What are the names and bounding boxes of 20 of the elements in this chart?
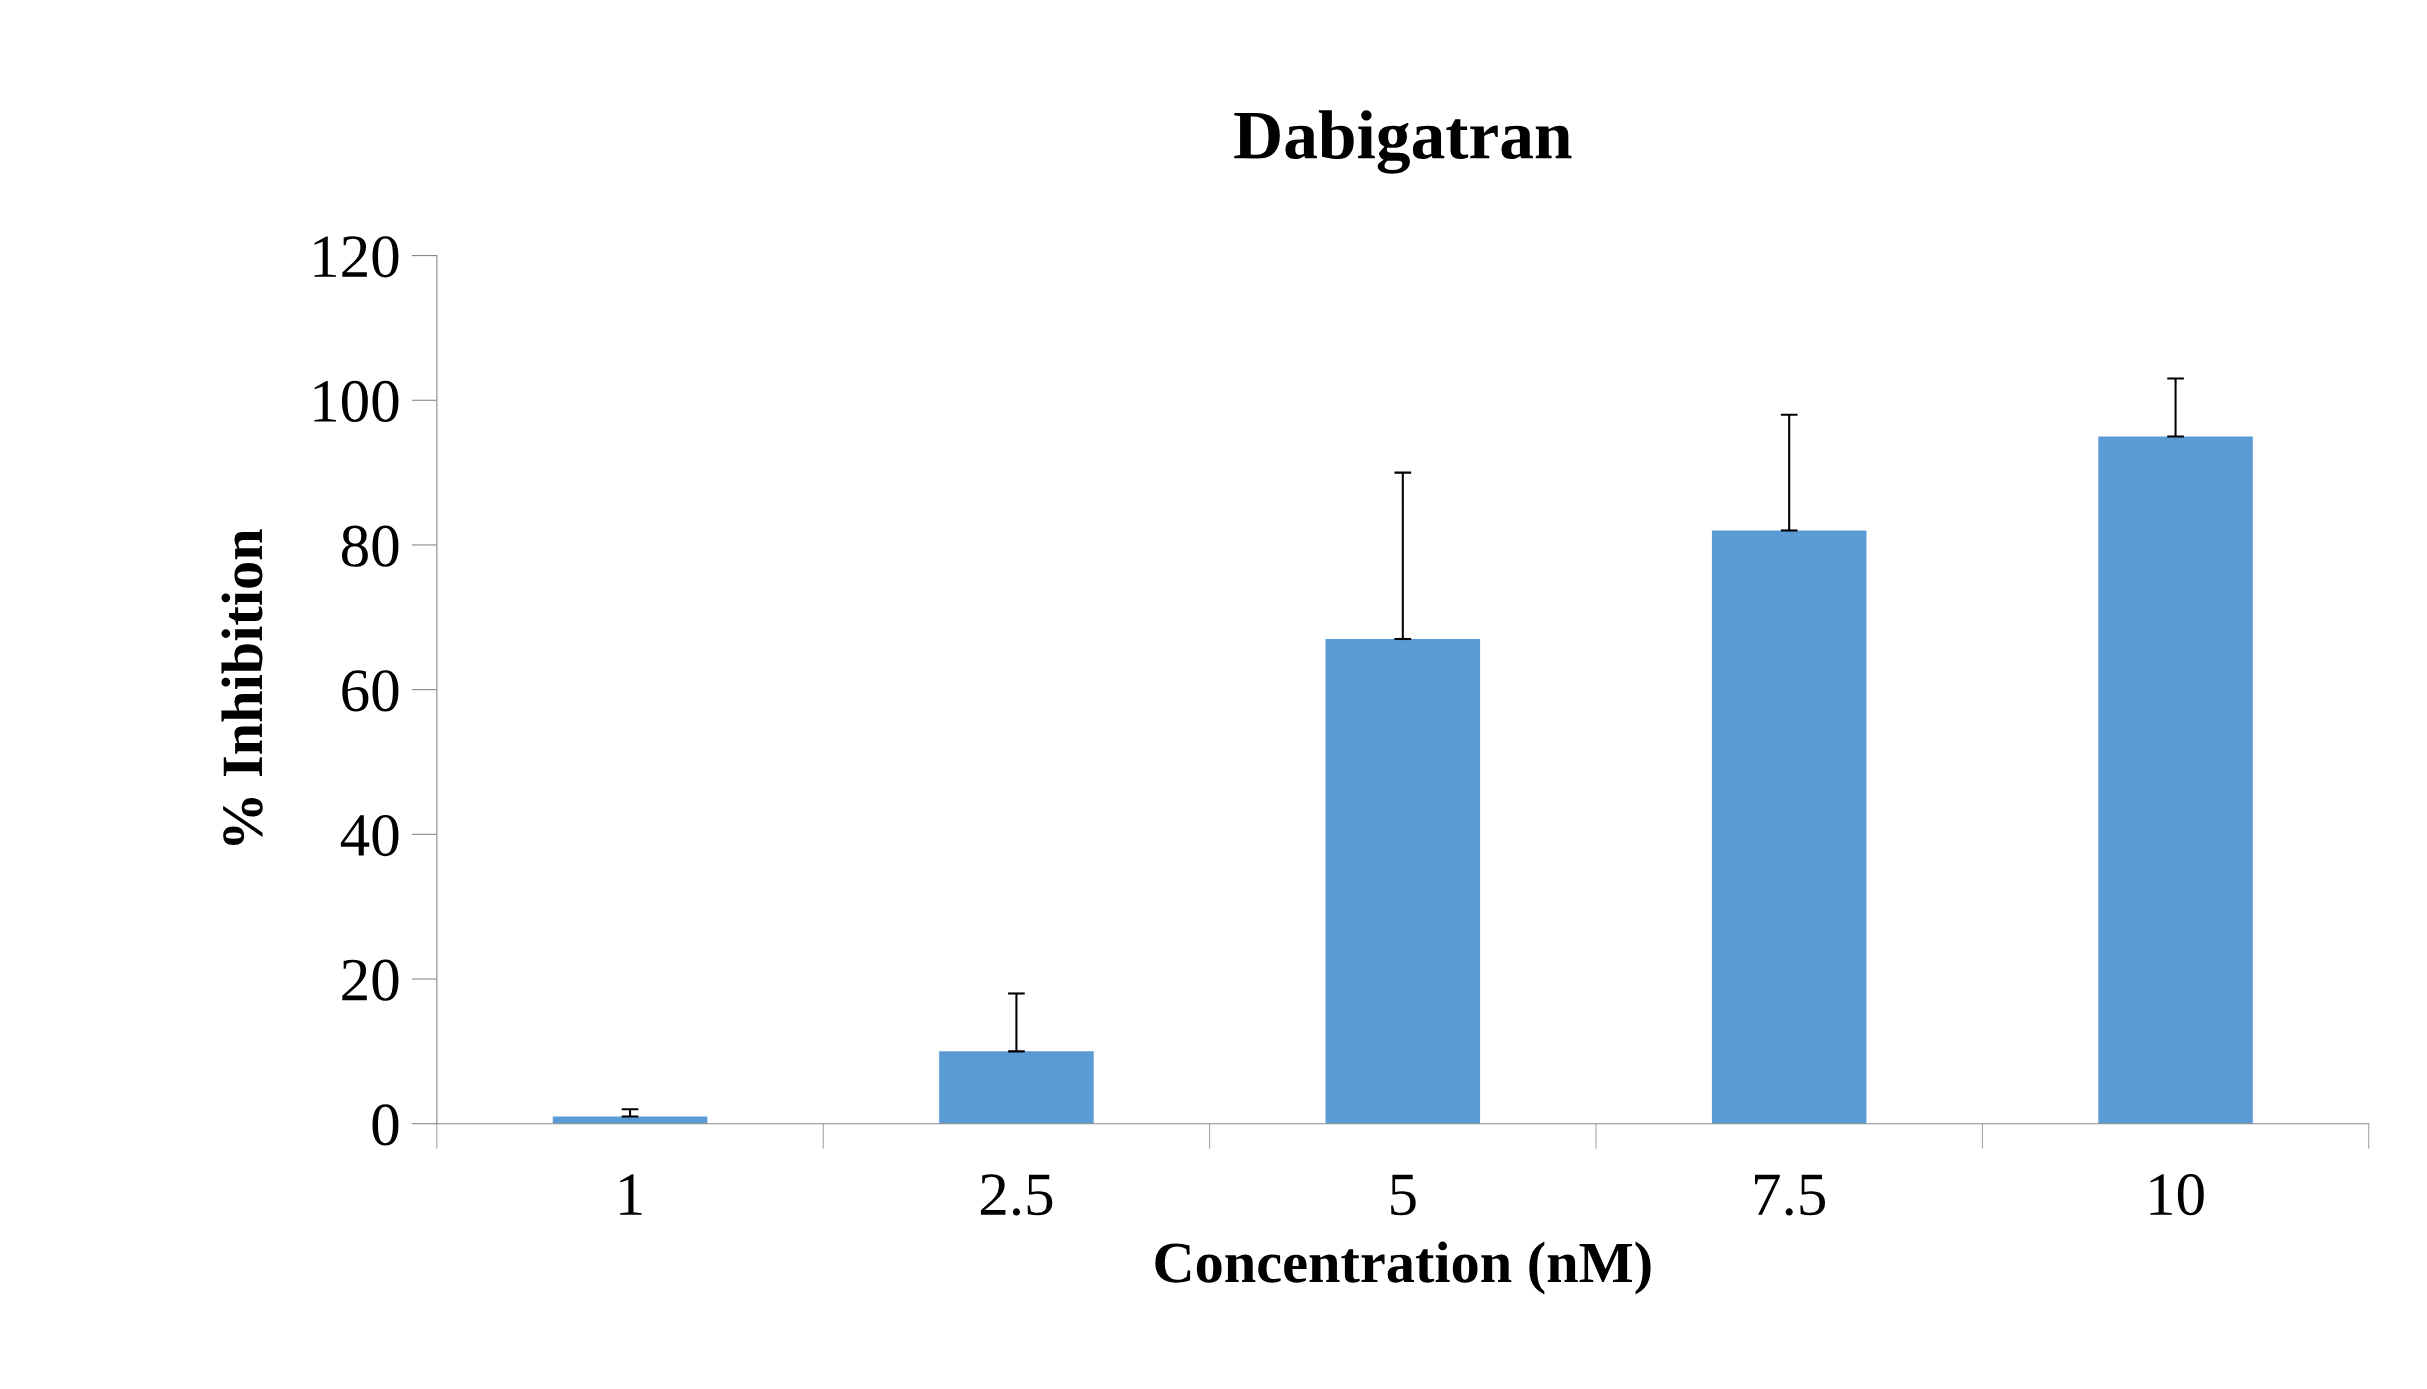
y-tick-label: 20	[342, 959, 399, 1001]
y-tick-label: 100	[314, 380, 399, 423]
y-axis-title: % Inhibition	[221, 529, 263, 845]
bar	[939, 1051, 1094, 1124]
x-tick-label: 1	[620, 1174, 642, 1215]
x-tick-label: 5	[1391, 1174, 1416, 1216]
y-tick-label: 40	[340, 814, 399, 857]
x-tick-label: 2.5	[980, 1174, 1053, 1216]
x-axis-title: Concentration (nM)	[1155, 1241, 1651, 1295]
y-tick-label: 120	[314, 236, 399, 278]
bar	[2098, 436, 2253, 1124]
x-tick-label: 7.5	[1755, 1174, 1825, 1216]
y-tick-label: 60	[342, 670, 399, 712]
chart-title: Dabigatran	[1234, 110, 1572, 174]
y-tick-label: 80	[341, 525, 399, 567]
bar	[1325, 639, 1481, 1124]
x-tick-label: 10	[2150, 1174, 2204, 1216]
y-tick-label: 0	[372, 1104, 399, 1146]
bar	[1711, 530, 1867, 1124]
bar	[552, 1116, 708, 1124]
